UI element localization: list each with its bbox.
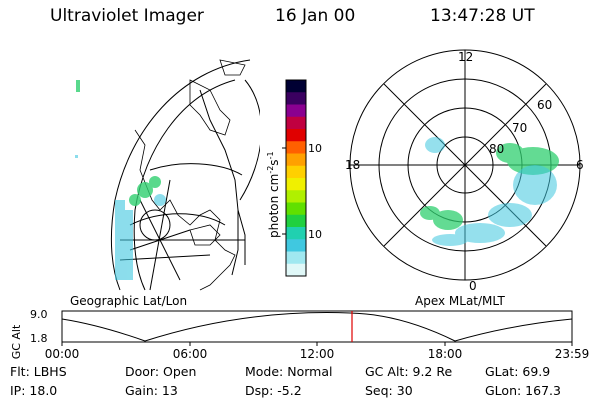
door-info: Door: Open xyxy=(125,364,197,379)
colorbar-stripe xyxy=(286,202,306,216)
altitude-xtick: 06:00 xyxy=(173,347,208,361)
filter-info: Flt: LBHS xyxy=(10,364,67,379)
geographic-map xyxy=(75,59,260,291)
colorbar-stripe xyxy=(286,153,306,167)
dsp-info: Dsp: -5.2 xyxy=(245,383,302,398)
mlat-60-label: 60 xyxy=(537,98,552,112)
gain-info: Gain: 13 xyxy=(125,383,178,398)
altitude-xtick: 23:59 xyxy=(555,347,590,361)
colorbar-stripe xyxy=(286,141,306,154)
mlt-12-label: 12 xyxy=(458,50,473,64)
colorbar-stripe xyxy=(286,227,306,240)
colorbar-stripe xyxy=(286,251,306,265)
colorbar: 100 10 photon cm-2s-1 xyxy=(266,79,322,277)
colorbar-tick-10: 10 xyxy=(308,228,322,241)
colorbar-stripe xyxy=(286,178,306,191)
colorbar-stripe xyxy=(286,239,306,252)
time-label: 13:47:28 UT xyxy=(430,6,535,26)
colorbar-tick-100: 100 xyxy=(308,142,322,155)
geographic-panel-label: Geographic Lat/Lon xyxy=(70,294,188,308)
colorbar-stripe xyxy=(286,129,306,142)
mlat-80-label: 80 xyxy=(489,142,504,156)
polar-plot: 12 18 6 0 60 70 80 xyxy=(345,49,584,293)
colorbar-stripe xyxy=(286,80,306,93)
ip-info: IP: 18.0 xyxy=(10,383,58,398)
mlt-6-label: 6 xyxy=(576,158,584,172)
mlt-18-label: 18 xyxy=(345,158,360,172)
colorbar-stripe xyxy=(286,92,306,105)
apex-panel-label: Apex MLat/MLT xyxy=(415,294,505,308)
altitude-ytick-bottom: 1.8 xyxy=(30,332,48,345)
colorbar-stripe xyxy=(286,214,306,228)
mode-info: Mode: Normal xyxy=(245,364,333,379)
seq-info: Seq: 30 xyxy=(365,383,413,398)
colorbar-label: photon cm-2s-1 xyxy=(266,151,281,238)
mlat-70-label: 70 xyxy=(512,121,527,135)
app-title: Ultraviolet Imager xyxy=(50,6,204,26)
colorbar-stripe xyxy=(286,116,306,130)
altitude-ytick-top: 9.0 xyxy=(30,308,48,321)
altitude-xtick: 00:00 xyxy=(45,347,80,361)
glat-info: GLat: 69.9 xyxy=(485,364,551,379)
glon-info: GLon: 167.3 xyxy=(485,383,561,398)
altitude-plot: GC Alt 9.0 1.8 00:00 06:00 12:00 18:00 2… xyxy=(10,308,590,361)
altitude-xtick: 12:00 xyxy=(300,347,335,361)
altitude-xtick: 18:00 xyxy=(428,347,463,361)
colorbar-stripe xyxy=(286,165,306,179)
mlt-0-label: 0 xyxy=(469,279,477,293)
date-label: 16 Jan 00 xyxy=(275,6,356,26)
gc-alt-info: GC Alt: 9.2 Re xyxy=(365,364,453,379)
altitude-y-label: GC Alt xyxy=(10,324,23,359)
colorbar-stripe xyxy=(286,104,306,118)
colorbar-stripe xyxy=(286,263,306,277)
colorbar-stripe xyxy=(286,190,306,203)
